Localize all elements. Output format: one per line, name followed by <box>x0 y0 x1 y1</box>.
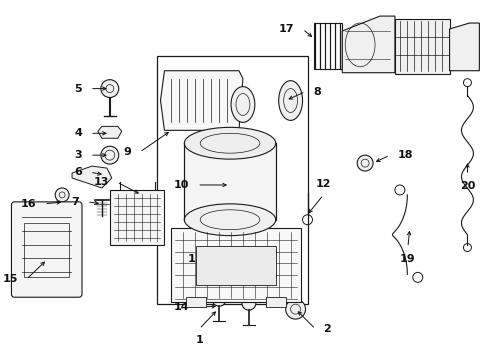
Text: 9: 9 <box>123 147 131 157</box>
Text: 17: 17 <box>279 24 294 34</box>
Text: 3: 3 <box>74 150 82 160</box>
Text: 7: 7 <box>71 197 79 207</box>
Ellipse shape <box>101 80 119 98</box>
Bar <box>24 223 69 277</box>
Bar <box>265 297 285 307</box>
Ellipse shape <box>101 146 119 164</box>
Ellipse shape <box>212 292 225 306</box>
Polygon shape <box>184 143 275 220</box>
Bar <box>110 190 164 244</box>
Ellipse shape <box>278 81 302 120</box>
Ellipse shape <box>55 188 69 202</box>
FancyBboxPatch shape <box>11 202 82 297</box>
Polygon shape <box>98 126 122 138</box>
Bar <box>394 19 448 74</box>
Bar <box>314 23 342 69</box>
Ellipse shape <box>356 155 372 171</box>
Text: 12: 12 <box>315 179 330 189</box>
Text: 2: 2 <box>323 324 330 334</box>
Bar <box>171 228 300 302</box>
Text: 19: 19 <box>399 253 415 264</box>
Text: 15: 15 <box>3 274 19 284</box>
Text: 6: 6 <box>74 167 82 177</box>
Text: 8: 8 <box>313 87 321 96</box>
Ellipse shape <box>242 296 255 310</box>
Ellipse shape <box>184 204 275 236</box>
Bar <box>196 246 275 285</box>
Polygon shape <box>448 23 478 71</box>
Ellipse shape <box>230 87 254 122</box>
Ellipse shape <box>184 127 275 159</box>
Bar <box>186 297 206 307</box>
Text: 5: 5 <box>74 84 82 94</box>
Text: 14: 14 <box>173 302 189 312</box>
Text: 10: 10 <box>174 180 189 190</box>
Text: 20: 20 <box>459 181 474 191</box>
Text: 1: 1 <box>195 335 203 345</box>
Text: 16: 16 <box>20 199 36 209</box>
Ellipse shape <box>285 299 305 319</box>
Polygon shape <box>72 166 112 188</box>
Text: 18: 18 <box>397 150 412 160</box>
Text: 4: 4 <box>74 128 82 138</box>
Polygon shape <box>160 71 243 130</box>
Polygon shape <box>342 16 394 73</box>
Text: 11: 11 <box>187 255 203 265</box>
Text: 13: 13 <box>93 177 109 187</box>
Bar <box>156 56 307 304</box>
